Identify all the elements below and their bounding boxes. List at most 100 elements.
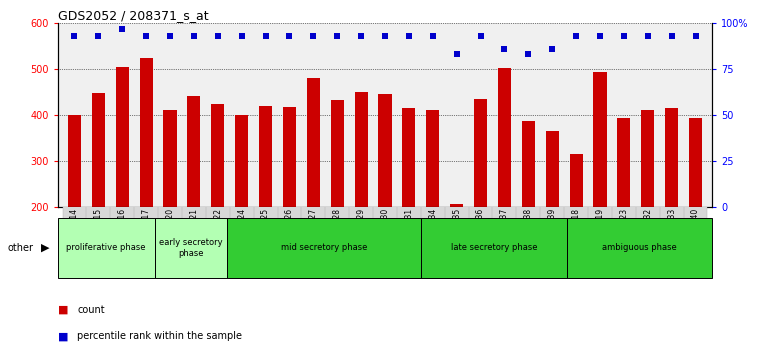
Point: [331, 33, 343, 39]
Bar: [283, 107, 296, 207]
Text: GSM109819: GSM109819: [595, 207, 604, 254]
Text: GSM109826: GSM109826: [285, 207, 294, 254]
Text: GSM109822: GSM109822: [213, 207, 223, 253]
Text: GSM109818: GSM109818: [571, 207, 581, 253]
Text: GSM109832: GSM109832: [643, 207, 652, 254]
Text: GSM109831: GSM109831: [404, 207, 413, 254]
Point: [259, 33, 272, 39]
Point: [546, 46, 558, 52]
Bar: [469, 207, 493, 218]
Bar: [110, 207, 134, 218]
Text: GSM109823: GSM109823: [619, 207, 628, 254]
Point: [188, 33, 200, 39]
Bar: [402, 108, 416, 207]
Bar: [68, 115, 81, 207]
Bar: [618, 118, 631, 207]
Bar: [570, 154, 583, 207]
Text: count: count: [77, 305, 105, 315]
Point: [594, 33, 606, 39]
Bar: [139, 57, 152, 207]
Bar: [211, 104, 224, 207]
Bar: [594, 72, 607, 207]
Text: late secretory phase: late secretory phase: [450, 243, 537, 252]
Point: [212, 33, 224, 39]
Bar: [155, 218, 227, 278]
Text: ▶: ▶: [41, 243, 49, 253]
Point: [236, 33, 248, 39]
Text: GSM109814: GSM109814: [70, 207, 79, 254]
Bar: [641, 109, 654, 207]
Point: [665, 33, 678, 39]
Bar: [684, 207, 708, 218]
Point: [498, 46, 511, 52]
Bar: [86, 207, 110, 218]
Bar: [541, 207, 564, 218]
Bar: [450, 204, 464, 207]
Point: [92, 33, 105, 39]
Text: ambiguous phase: ambiguous phase: [602, 243, 677, 252]
Point: [307, 33, 320, 39]
Text: GSM109830: GSM109830: [380, 207, 390, 254]
Bar: [182, 207, 206, 218]
Point: [618, 33, 630, 39]
Bar: [349, 207, 373, 218]
Bar: [277, 207, 301, 218]
Bar: [253, 207, 277, 218]
Point: [570, 33, 582, 39]
Text: GSM109816: GSM109816: [118, 207, 127, 254]
Bar: [227, 218, 421, 278]
Bar: [397, 207, 421, 218]
Text: mid secretory phase: mid secretory phase: [281, 243, 367, 252]
Bar: [517, 207, 541, 218]
Bar: [306, 78, 320, 207]
Text: other: other: [8, 243, 34, 253]
Bar: [612, 207, 636, 218]
Bar: [62, 207, 86, 218]
Point: [474, 33, 487, 39]
Bar: [498, 68, 511, 207]
Text: GSM109820: GSM109820: [166, 207, 175, 254]
Bar: [58, 218, 155, 278]
Point: [450, 51, 463, 57]
Bar: [134, 207, 158, 218]
Text: early secretory
phase: early secretory phase: [159, 238, 223, 257]
Bar: [325, 207, 349, 218]
Point: [403, 33, 415, 39]
Text: GSM109817: GSM109817: [142, 207, 151, 254]
Bar: [421, 207, 445, 218]
Point: [355, 33, 367, 39]
Bar: [493, 207, 517, 218]
Bar: [522, 121, 535, 207]
Text: GSM109815: GSM109815: [94, 207, 103, 254]
Bar: [163, 109, 176, 207]
Point: [116, 26, 129, 32]
Text: GSM109824: GSM109824: [237, 207, 246, 254]
Point: [140, 33, 152, 39]
Text: GSM109834: GSM109834: [428, 207, 437, 254]
Text: GSM109827: GSM109827: [309, 207, 318, 254]
Bar: [92, 92, 105, 207]
Bar: [588, 207, 612, 218]
Text: ■: ■: [58, 331, 69, 341]
Bar: [116, 67, 129, 207]
Point: [522, 51, 534, 57]
Bar: [259, 106, 272, 207]
Bar: [229, 207, 253, 218]
Bar: [235, 115, 248, 207]
Bar: [665, 108, 678, 207]
Point: [427, 33, 439, 39]
Bar: [354, 92, 368, 207]
Point: [69, 33, 81, 39]
Bar: [445, 207, 469, 218]
Bar: [421, 218, 567, 278]
Bar: [474, 99, 487, 207]
Text: GSM109837: GSM109837: [500, 207, 509, 254]
Bar: [378, 94, 392, 207]
Text: GSM109821: GSM109821: [189, 207, 199, 253]
Bar: [206, 207, 229, 218]
Point: [641, 33, 654, 39]
Text: GSM109836: GSM109836: [476, 207, 485, 254]
Text: GSM109835: GSM109835: [452, 207, 461, 254]
Bar: [427, 110, 440, 207]
Text: GSM109828: GSM109828: [333, 207, 342, 253]
